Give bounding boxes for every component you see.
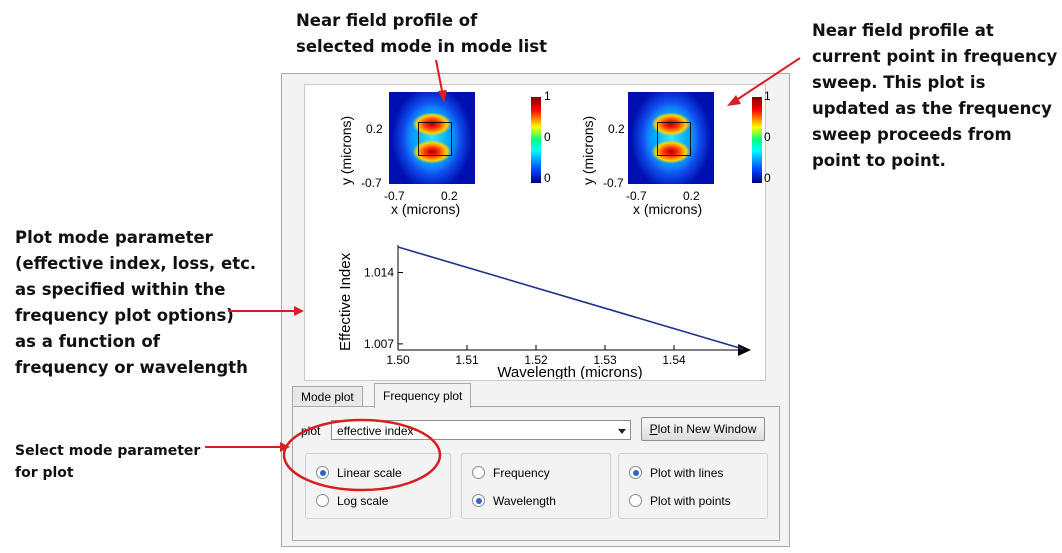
colorbar xyxy=(752,97,762,183)
radio-label: Log scale xyxy=(337,494,389,508)
x-tick-label: 1.50 xyxy=(386,353,410,367)
colorbar-tick: 1 xyxy=(764,89,771,103)
radio-button-icon[interactable] xyxy=(629,466,642,479)
annotation-line: Near field profile at xyxy=(812,21,994,40)
radio-button-icon[interactable] xyxy=(629,494,642,507)
x-tick: 0.2 xyxy=(683,189,700,203)
colorbar xyxy=(531,97,541,183)
colorbar-tick: 0 xyxy=(544,130,551,144)
x-tick: 0.2 xyxy=(441,189,458,203)
button-label: lot in New Window xyxy=(657,422,757,436)
annotation-line: as specified within the xyxy=(15,280,226,299)
y-axis-title: Effective Index xyxy=(337,252,354,351)
annotation-line: Select mode parameter xyxy=(15,443,201,459)
annotation-line: sweep. This plot is xyxy=(812,73,986,92)
x-tick-label: 1.51 xyxy=(455,353,479,367)
colorbar-tick: 1 xyxy=(544,89,551,103)
x-tick: -0.7 xyxy=(626,189,647,203)
annotation-line: point to point. xyxy=(812,151,946,170)
plot-parameter-select[interactable]: effective index xyxy=(331,420,631,440)
frequency-sweep-panel: 1 0 0 0.2 -0.7 -0.7 0.2 x (microns) y (m… xyxy=(281,73,790,547)
x-tick-label: 1.53 xyxy=(593,353,617,367)
annotation-line: updated as the frequency xyxy=(812,99,1052,118)
annotation-line: Near field profile of xyxy=(296,11,478,30)
radio-log-scale[interactable]: Log scale xyxy=(316,494,388,508)
annotation-line: selected mode in mode list xyxy=(296,37,547,56)
y-axis-title: y (microns) xyxy=(580,115,596,185)
frequency-plot-options: plot effective index Plot in New Window … xyxy=(292,406,780,541)
radio-label: Frequency xyxy=(493,466,550,480)
radio-wavelength[interactable]: Wavelength xyxy=(472,494,556,508)
x-axis-title: x (microns) xyxy=(391,201,461,217)
plot-parameter-value: effective index xyxy=(337,424,414,438)
radio-button-icon[interactable] xyxy=(316,494,329,507)
radio-plot-with-lines[interactable]: Plot with lines xyxy=(629,466,723,480)
annotation-line: sweep proceeds from xyxy=(812,125,1012,144)
annotation-sweep-profile: Near field profile at current point in f… xyxy=(812,18,1057,174)
annotation-line: for plot xyxy=(15,465,74,481)
button-mnemonic: P xyxy=(649,422,658,436)
annotation-line: (effective index, loss, etc. xyxy=(15,254,257,273)
x-axis-title: Wavelength (microns) xyxy=(497,364,642,379)
x-tick-label: 1.52 xyxy=(524,353,548,367)
y-tick-label: 1.014 xyxy=(364,266,394,280)
radio-label: Plot with lines xyxy=(650,466,724,480)
x-tick-label: 1.54 xyxy=(662,353,686,367)
axis-options-group: Frequency Wavelength xyxy=(461,453,611,519)
radio-frequency[interactable]: Frequency xyxy=(472,466,550,480)
waveguide-outline xyxy=(657,122,691,156)
colorbar-tick: 0 xyxy=(764,171,771,185)
radio-label: Plot with points xyxy=(650,494,731,508)
tab-frequency-plot[interactable]: Frequency plot xyxy=(374,383,472,408)
annotation-line: Plot mode parameter xyxy=(15,228,213,247)
annotation-mode-profile: Near field profile of selected mode in m… xyxy=(296,8,547,60)
plot-area: 1 0 0 0.2 -0.7 -0.7 0.2 x (microns) y (m… xyxy=(304,84,771,381)
annotation-select-parameter: Select mode parameter for plot xyxy=(15,440,200,484)
annotation-mode-parameter-plot: Plot mode parameter (effective index, lo… xyxy=(15,225,256,381)
waveguide-outline xyxy=(418,122,452,156)
annotation-line: frequency plot options) xyxy=(15,306,234,325)
y-axis-title: y (microns) xyxy=(338,115,354,185)
radio-label: Wavelength xyxy=(493,494,556,508)
radio-button-icon[interactable] xyxy=(472,494,485,507)
radio-plot-with-points[interactable]: Plot with points xyxy=(629,494,731,508)
scale-options-group: Linear scale Log scale xyxy=(305,453,451,519)
annotation-line: frequency or wavelength xyxy=(15,358,248,377)
plot-label: plot xyxy=(301,424,321,438)
y-tick: -0.7 xyxy=(603,176,624,190)
annotation-line: as a function of xyxy=(15,332,160,351)
x-tick: -0.7 xyxy=(384,189,405,203)
tab-mode-plot[interactable]: Mode plot xyxy=(292,386,363,407)
x-axis-title: x (microns) xyxy=(633,201,703,217)
radio-button-icon[interactable] xyxy=(316,466,329,479)
colorbar-tick: 0 xyxy=(544,171,551,185)
near-field-colormap xyxy=(628,92,714,184)
radio-linear-scale[interactable]: Linear scale xyxy=(316,466,402,480)
plot-style-group: Plot with lines Plot with points xyxy=(618,453,768,519)
colorbar-tick: 0 xyxy=(764,130,771,144)
y-tick: 0.2 xyxy=(608,122,625,136)
series-line xyxy=(397,246,744,350)
y-tick: -0.7 xyxy=(361,176,382,190)
radio-label: Linear scale xyxy=(337,466,402,480)
annotation-line: current point in frequency xyxy=(812,47,1058,66)
y-tick-label: 1.007 xyxy=(364,337,394,351)
radio-button-icon[interactable] xyxy=(472,466,485,479)
chevron-down-icon[interactable] xyxy=(618,429,626,434)
near-field-colormap xyxy=(389,92,475,184)
y-tick: 0.2 xyxy=(366,122,383,136)
effective-index-chart: 1.50 1.51 1.52 1.53 1.54 1.014 1.007 Wavelengt… xyxy=(337,245,751,379)
x-axis-arrow xyxy=(738,344,751,356)
plot-in-new-window-button[interactable]: Plot in New Window xyxy=(641,417,765,441)
